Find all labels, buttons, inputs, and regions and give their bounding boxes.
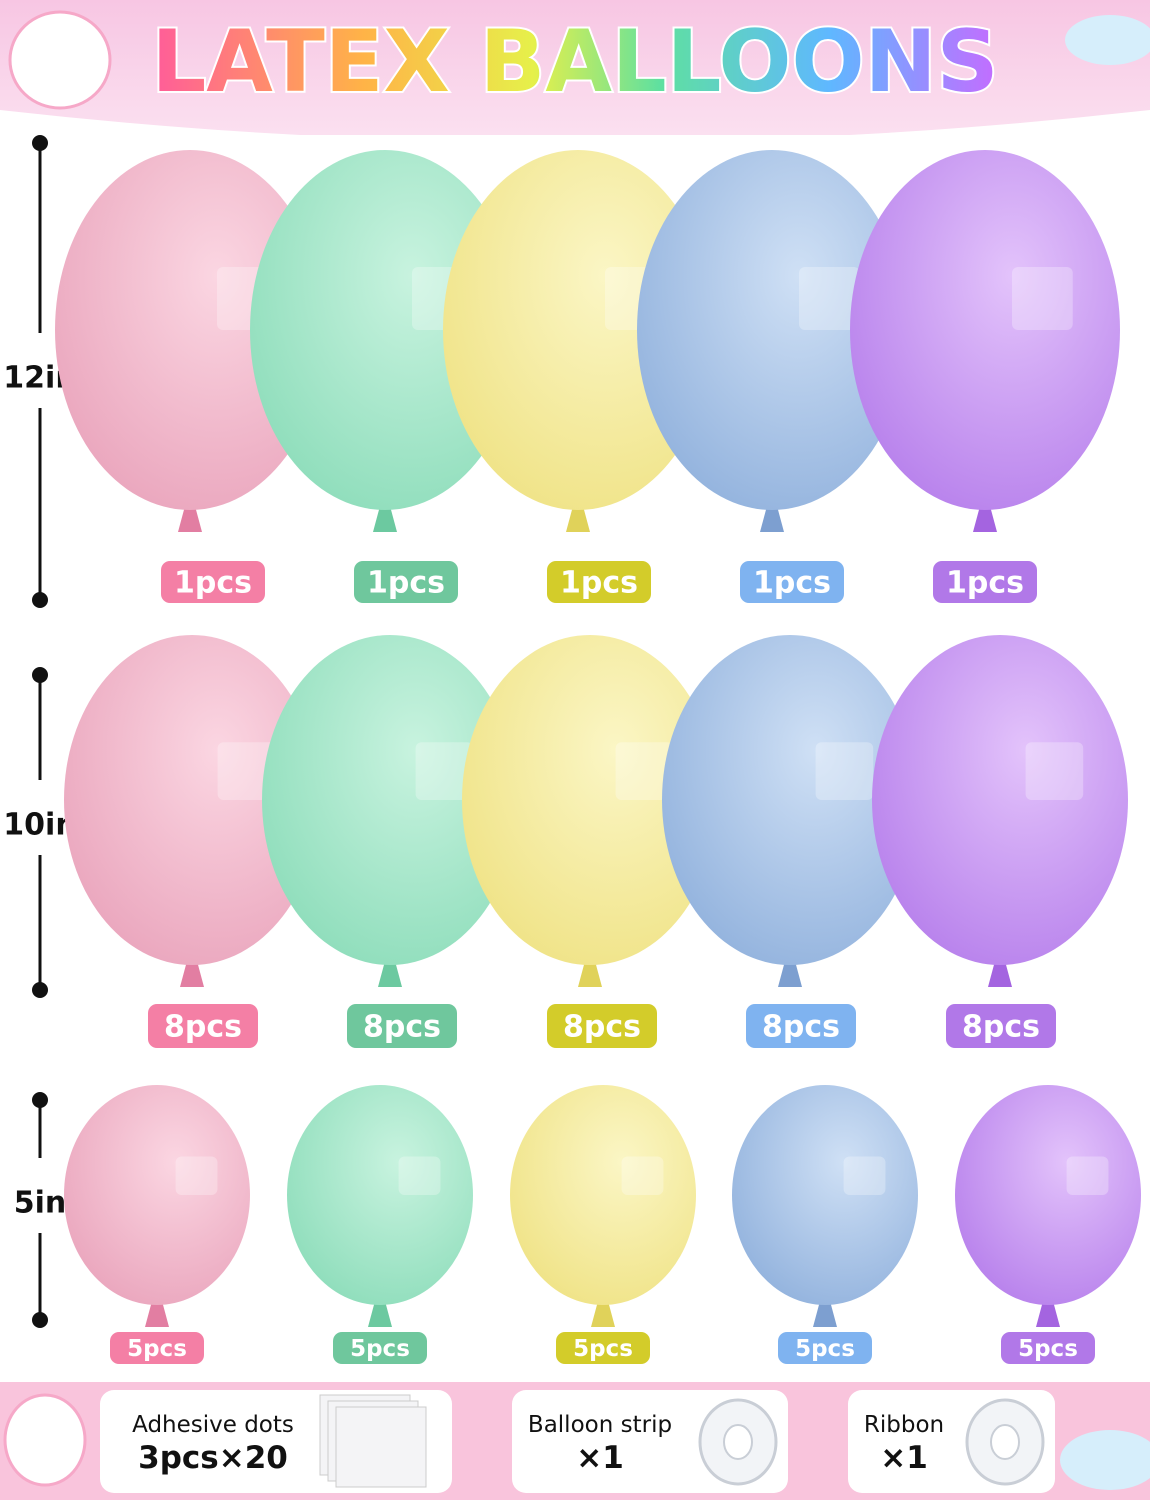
- balloon-knot: [180, 961, 204, 987]
- balloon-knot: [1036, 1301, 1060, 1327]
- quantity-pill: [547, 561, 651, 603]
- accessory-quantity: ×1: [880, 1440, 928, 1476]
- balloon: [287, 1085, 473, 1305]
- quantity-label: 1pcs: [367, 566, 445, 601]
- balloon: [462, 635, 718, 965]
- balloon: [955, 1085, 1141, 1305]
- highlight: [621, 1156, 664, 1195]
- cloud: [1060, 1430, 1150, 1490]
- balloon-knot: [973, 506, 997, 532]
- balloon-knot: [373, 506, 397, 532]
- quantity-pill: [778, 1332, 872, 1364]
- cloud: [1065, 15, 1150, 65]
- unicorn-icon: [3, 1393, 87, 1487]
- quantity-label: 8pcs: [962, 1010, 1040, 1045]
- balloon: [55, 150, 325, 510]
- balloon: [872, 635, 1128, 965]
- balloon-knot: [145, 1301, 169, 1327]
- quantity-pill: [148, 1004, 258, 1048]
- balloon: [250, 150, 520, 510]
- quantity-pill: [347, 1004, 457, 1048]
- balloon-knot: [566, 506, 590, 532]
- balloon: [64, 635, 320, 965]
- quantity-pill: [161, 561, 265, 603]
- balloon-knot: [778, 961, 802, 987]
- quantity-label: 5pcs: [795, 1336, 855, 1362]
- quantity-pill: [946, 1004, 1056, 1048]
- tape-hole: [723, 1424, 753, 1460]
- header-curve: [0, 110, 1150, 143]
- highlight: [415, 742, 474, 800]
- size-label: 5in: [14, 1186, 67, 1221]
- quantity-pill: [556, 1332, 650, 1364]
- size-scale-end: [32, 667, 48, 683]
- highlight: [615, 742, 674, 800]
- quantity-label: 5pcs: [127, 1336, 187, 1362]
- accessory-name: Adhesive dots: [132, 1412, 294, 1438]
- size-scale-end: [32, 592, 48, 608]
- unicorn-icon: [8, 10, 112, 110]
- adhesive-sheet: [335, 1406, 427, 1488]
- balloon-knot: [178, 506, 202, 532]
- size-scale-end: [32, 1092, 48, 1108]
- size-scale-end: [32, 982, 48, 998]
- size-scale-end: [32, 1312, 48, 1328]
- highlight: [1025, 742, 1084, 800]
- balloon-knot: [760, 506, 784, 532]
- tape-hole: [990, 1424, 1020, 1460]
- quantity-pill: [547, 1004, 657, 1048]
- accessory-quantity: ×1: [576, 1440, 624, 1476]
- highlight: [1012, 267, 1073, 330]
- balloon: [262, 635, 518, 965]
- balloon: [443, 150, 713, 510]
- balloon: [637, 150, 907, 510]
- highlight: [799, 267, 860, 330]
- title: LATEX BALLOONS: [151, 12, 998, 112]
- quantity-label: 8pcs: [762, 1010, 840, 1045]
- quantity-label: 1pcs: [560, 566, 638, 601]
- highlight: [398, 1156, 441, 1195]
- quantity-label: 5pcs: [573, 1336, 633, 1362]
- balloon: [850, 150, 1120, 510]
- quantity-label: 1pcs: [753, 566, 831, 601]
- quantity-pill: [354, 561, 458, 603]
- highlight: [843, 1156, 886, 1195]
- quantity-pill: [1001, 1332, 1095, 1364]
- highlight: [175, 1156, 218, 1195]
- accessory-name: Ribbon: [864, 1412, 944, 1438]
- quantity-label: 5pcs: [1018, 1336, 1078, 1362]
- balloon: [662, 635, 918, 965]
- balloon: [64, 1085, 250, 1305]
- quantity-label: 1pcs: [174, 566, 252, 601]
- balloon-knot: [378, 961, 402, 987]
- balloon: [510, 1085, 696, 1305]
- balloon-knot: [813, 1301, 837, 1327]
- balloon-knot: [578, 961, 602, 987]
- quantity-pill: [740, 561, 844, 603]
- balloon-knot: [988, 961, 1012, 987]
- quantity-pill: [333, 1332, 427, 1364]
- quantity-label: 8pcs: [563, 1010, 641, 1045]
- quantity-pill: [933, 561, 1037, 603]
- quantity-label: 5pcs: [350, 1336, 410, 1362]
- balloon-knot: [591, 1301, 615, 1327]
- accessory-quantity: 3pcs×20: [138, 1440, 288, 1476]
- quantity-label: 8pcs: [363, 1010, 441, 1045]
- header-band: [0, 0, 1150, 135]
- balloon: [732, 1085, 918, 1305]
- quantity-pill: [110, 1332, 204, 1364]
- quantity-label: 8pcs: [164, 1010, 242, 1045]
- highlight: [1066, 1156, 1109, 1195]
- accessory-name: Balloon strip: [528, 1412, 672, 1438]
- quantity-label: 1pcs: [946, 566, 1024, 601]
- balloon-knot: [368, 1301, 392, 1327]
- highlight: [815, 742, 874, 800]
- highlight: [217, 742, 276, 800]
- quantity-pill: [746, 1004, 856, 1048]
- size-scale-end: [32, 135, 48, 151]
